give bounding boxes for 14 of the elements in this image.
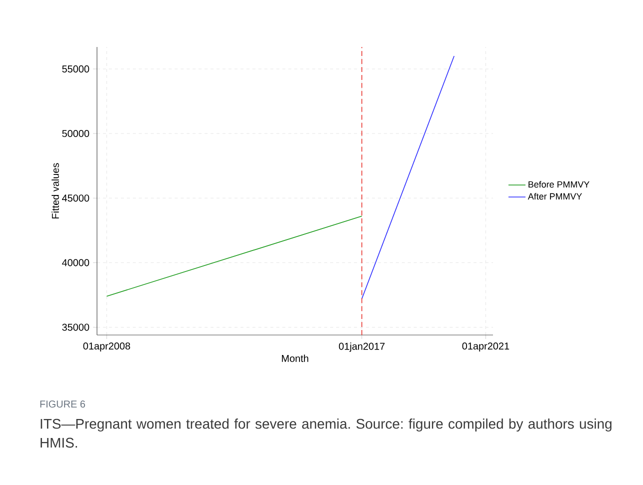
y-axis-title: Fitted values xyxy=(52,163,59,218)
y-tick-label: 40000 xyxy=(62,259,90,266)
x-tick-label: 01jan2017 xyxy=(338,342,385,352)
x-axis-title: Month xyxy=(282,354,308,362)
text: ITS—Pregnant women treated for severe anemia. Source: figure compiled by authors using HMIS. xyxy=(40,418,612,448)
y-tick-label: 35000 xyxy=(62,324,90,331)
y-tick-label: 55000 xyxy=(62,65,90,72)
x-tick-label: 01apr2008 xyxy=(83,342,130,352)
y-tick-label: 45000 xyxy=(62,194,90,202)
caption: FIGURE 6 xyxy=(40,400,86,408)
y-tick-label: 50000 xyxy=(62,130,90,138)
legend-label: Before PMMVY xyxy=(528,181,590,188)
legend-label: After PMMVY xyxy=(528,192,582,200)
x-tick-label: 01apr2021 xyxy=(462,342,510,352)
